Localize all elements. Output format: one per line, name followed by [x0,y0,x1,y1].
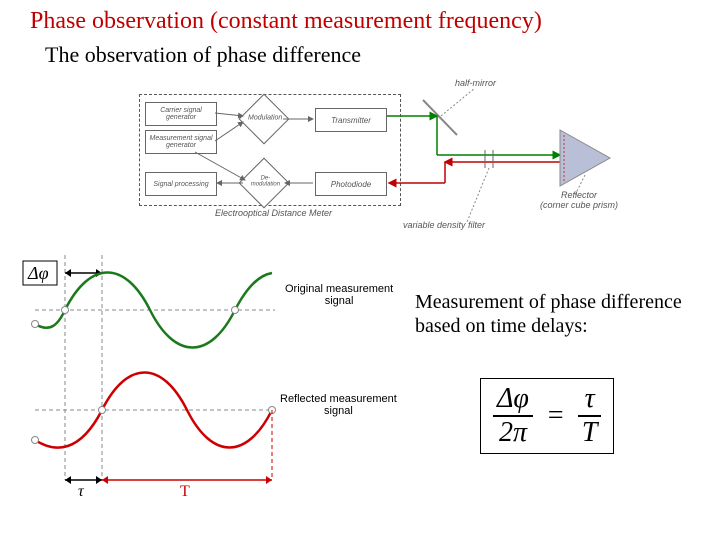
block-diagram: Carrier signal generator Measurement sig… [145,80,625,240]
edm-label: Electrooptical Distance Meter [215,208,332,218]
var-filter-label: variable density filter [403,220,485,230]
subtitle: The observation of phase difference [45,42,361,68]
refl-signal-label: Reflected measurement signal [280,393,397,417]
phase-formula: Δφ 2π = τ T [480,378,614,454]
orig-signal-label: Original measurement signal [285,283,393,307]
half-mirror-label: half-mirror [455,78,496,88]
page-title: Phase observation (constant measurement … [30,8,542,35]
reflector-label: Reflector (corner cube prism) [540,190,618,210]
explain-text: Measurement of phase difference based on… [415,290,695,338]
svg-text:Δφ: Δφ [27,263,49,283]
svg-text:T: T [180,483,190,500]
